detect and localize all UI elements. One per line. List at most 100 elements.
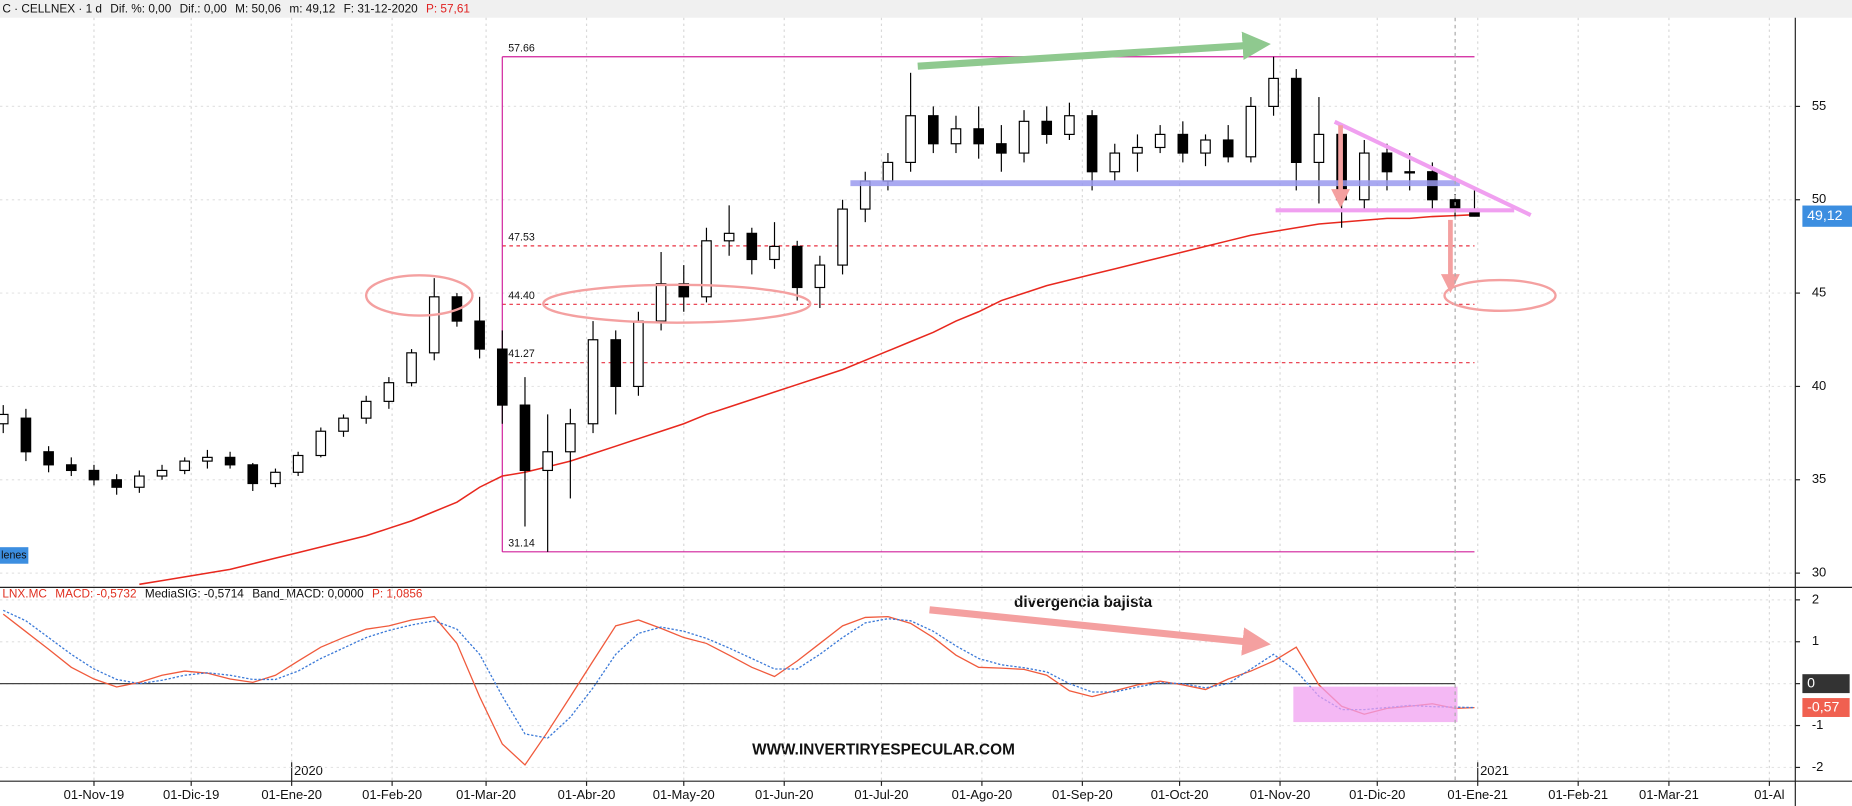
- price-tag: [1802, 205, 1852, 227]
- legend-part: P: 1,0856: [372, 587, 423, 601]
- candle-body: [746, 232, 758, 261]
- value-tag: [1802, 698, 1850, 717]
- x-tick-label: 01-Feb-20: [362, 787, 422, 802]
- candle-body: [179, 460, 191, 472]
- x-tick-label: 01-Ene-21: [1447, 787, 1508, 802]
- header-bar: [0, 0, 1852, 18]
- header-part: P: 57,61: [426, 2, 470, 16]
- candle-body: [20, 417, 32, 453]
- candle-body: [1268, 77, 1279, 107]
- x-tick-label: 01-Abr-20: [558, 787, 616, 802]
- candle-body: [428, 296, 440, 354]
- legend-part: MediaSIG: -0,5714: [145, 587, 244, 601]
- macd-line: [2, 613, 1475, 766]
- x-tick-label: 01-Nov-20: [1250, 787, 1311, 802]
- candle-body: [0, 413, 9, 425]
- candle-body: [973, 128, 984, 145]
- ellipse: [542, 283, 812, 324]
- triangle-line: [1333, 119, 1532, 217]
- candle-body: [315, 430, 327, 457]
- candle-body: [1041, 120, 1053, 135]
- header-part: m: 49,12: [289, 2, 335, 16]
- level-label: 41.27: [508, 348, 535, 360]
- candle-body: [65, 464, 77, 472]
- candle-body: [814, 264, 826, 289]
- candle-body: [701, 240, 712, 298]
- y-tick-label: 30: [1812, 565, 1826, 580]
- y-tick-label: 45: [1812, 285, 1826, 300]
- consolidation-box: [1293, 686, 1458, 723]
- year-label: 2021: [1480, 763, 1509, 778]
- candle-body: [1018, 120, 1030, 154]
- candle-body: [1154, 133, 1166, 149]
- candle-body: [587, 339, 599, 425]
- candle-body: [1177, 133, 1189, 154]
- candle-body: [224, 456, 236, 466]
- drawings: [0, 17, 1852, 806]
- candle-body: [43, 451, 54, 466]
- candle-body: [383, 382, 395, 402]
- macd-legend: LNX.MC MACD: -0,5732 MediaSIG: -0,5714 B…: [2, 586, 423, 601]
- candle-body: [519, 404, 531, 472]
- header-part: C · CELLNEX · 1 d: [2, 2, 102, 16]
- candle-body: [134, 475, 145, 488]
- y-tick-label: 40: [1812, 378, 1826, 393]
- moving-average: [139, 213, 1475, 586]
- macd-line: [2, 609, 1475, 739]
- level-label: 57.66: [508, 42, 535, 54]
- candle-body: [791, 245, 803, 289]
- level-label: 44.40: [508, 290, 535, 302]
- x-tick-label: 01-Ago-20: [952, 787, 1013, 802]
- legend-part: LNX.MC: [2, 587, 47, 601]
- candle-body: [1404, 171, 1415, 174]
- x-tick-label: 01-Feb-21: [1548, 787, 1608, 802]
- candle-body: [406, 352, 417, 384]
- y-tick-label: -2: [1812, 759, 1824, 774]
- candle-body: [1109, 152, 1121, 173]
- header: C · CELLNEX · 1 d Dif. %: 0,00 Dif.: 0,0…: [2, 1, 470, 16]
- value-tag-label: 0: [1807, 675, 1815, 691]
- header-part: F: 31-12-2020: [344, 2, 419, 16]
- candle-body: [927, 115, 939, 145]
- annotation: divergencia bajista: [1014, 594, 1153, 611]
- header-part: Dif. %: 0,00: [110, 2, 171, 16]
- candle-body: [1290, 77, 1302, 163]
- candle-body: [655, 283, 667, 322]
- candle-body: [565, 423, 576, 453]
- trend-arrow: [917, 31, 1271, 70]
- candle-body: [1381, 152, 1393, 173]
- candle-body: [474, 320, 485, 350]
- x-tick-label: 01-Oct-20: [1151, 787, 1209, 802]
- x-tick-label: 01-Al: [1754, 787, 1784, 802]
- y-tick-label: -1: [1812, 717, 1824, 732]
- y-tick-label: 1: [1812, 633, 1819, 648]
- watermark: WWW.INVERTIRYESPECULAR.COM: [752, 742, 1015, 759]
- candle-body: [156, 469, 168, 477]
- candle-body: [633, 320, 644, 388]
- x-tick-label: 01-Jul-20: [854, 787, 908, 802]
- level-label: 47.53: [508, 231, 535, 243]
- legend-part: MACD: -0,5732: [55, 587, 136, 601]
- x-tick-label: 01-Ene-20: [261, 787, 322, 802]
- ellipse: [364, 274, 474, 317]
- candle-body: [247, 464, 259, 485]
- candle-body: [723, 232, 735, 242]
- candle-body: [496, 348, 508, 406]
- candle-body: [1222, 139, 1234, 158]
- x-tick-label: 01-Dic-19: [163, 787, 219, 802]
- y-tick-label: 50: [1812, 191, 1826, 206]
- header-part: M: 50,06: [235, 2, 281, 16]
- y-tick-label: 55: [1812, 98, 1826, 113]
- candle-body: [292, 454, 304, 473]
- x-tick-label: 01-Mar-21: [1639, 787, 1699, 802]
- x-tick-label: 01-Sep-20: [1052, 787, 1113, 802]
- y-tick-label: 2: [1812, 591, 1819, 606]
- candle-body: [769, 245, 780, 261]
- level-label: 31.14: [508, 537, 535, 549]
- candle-body: [360, 400, 372, 419]
- candle-body: [88, 469, 100, 481]
- header-part: Dif.: 0,00: [180, 2, 228, 16]
- candle-body: [270, 471, 281, 485]
